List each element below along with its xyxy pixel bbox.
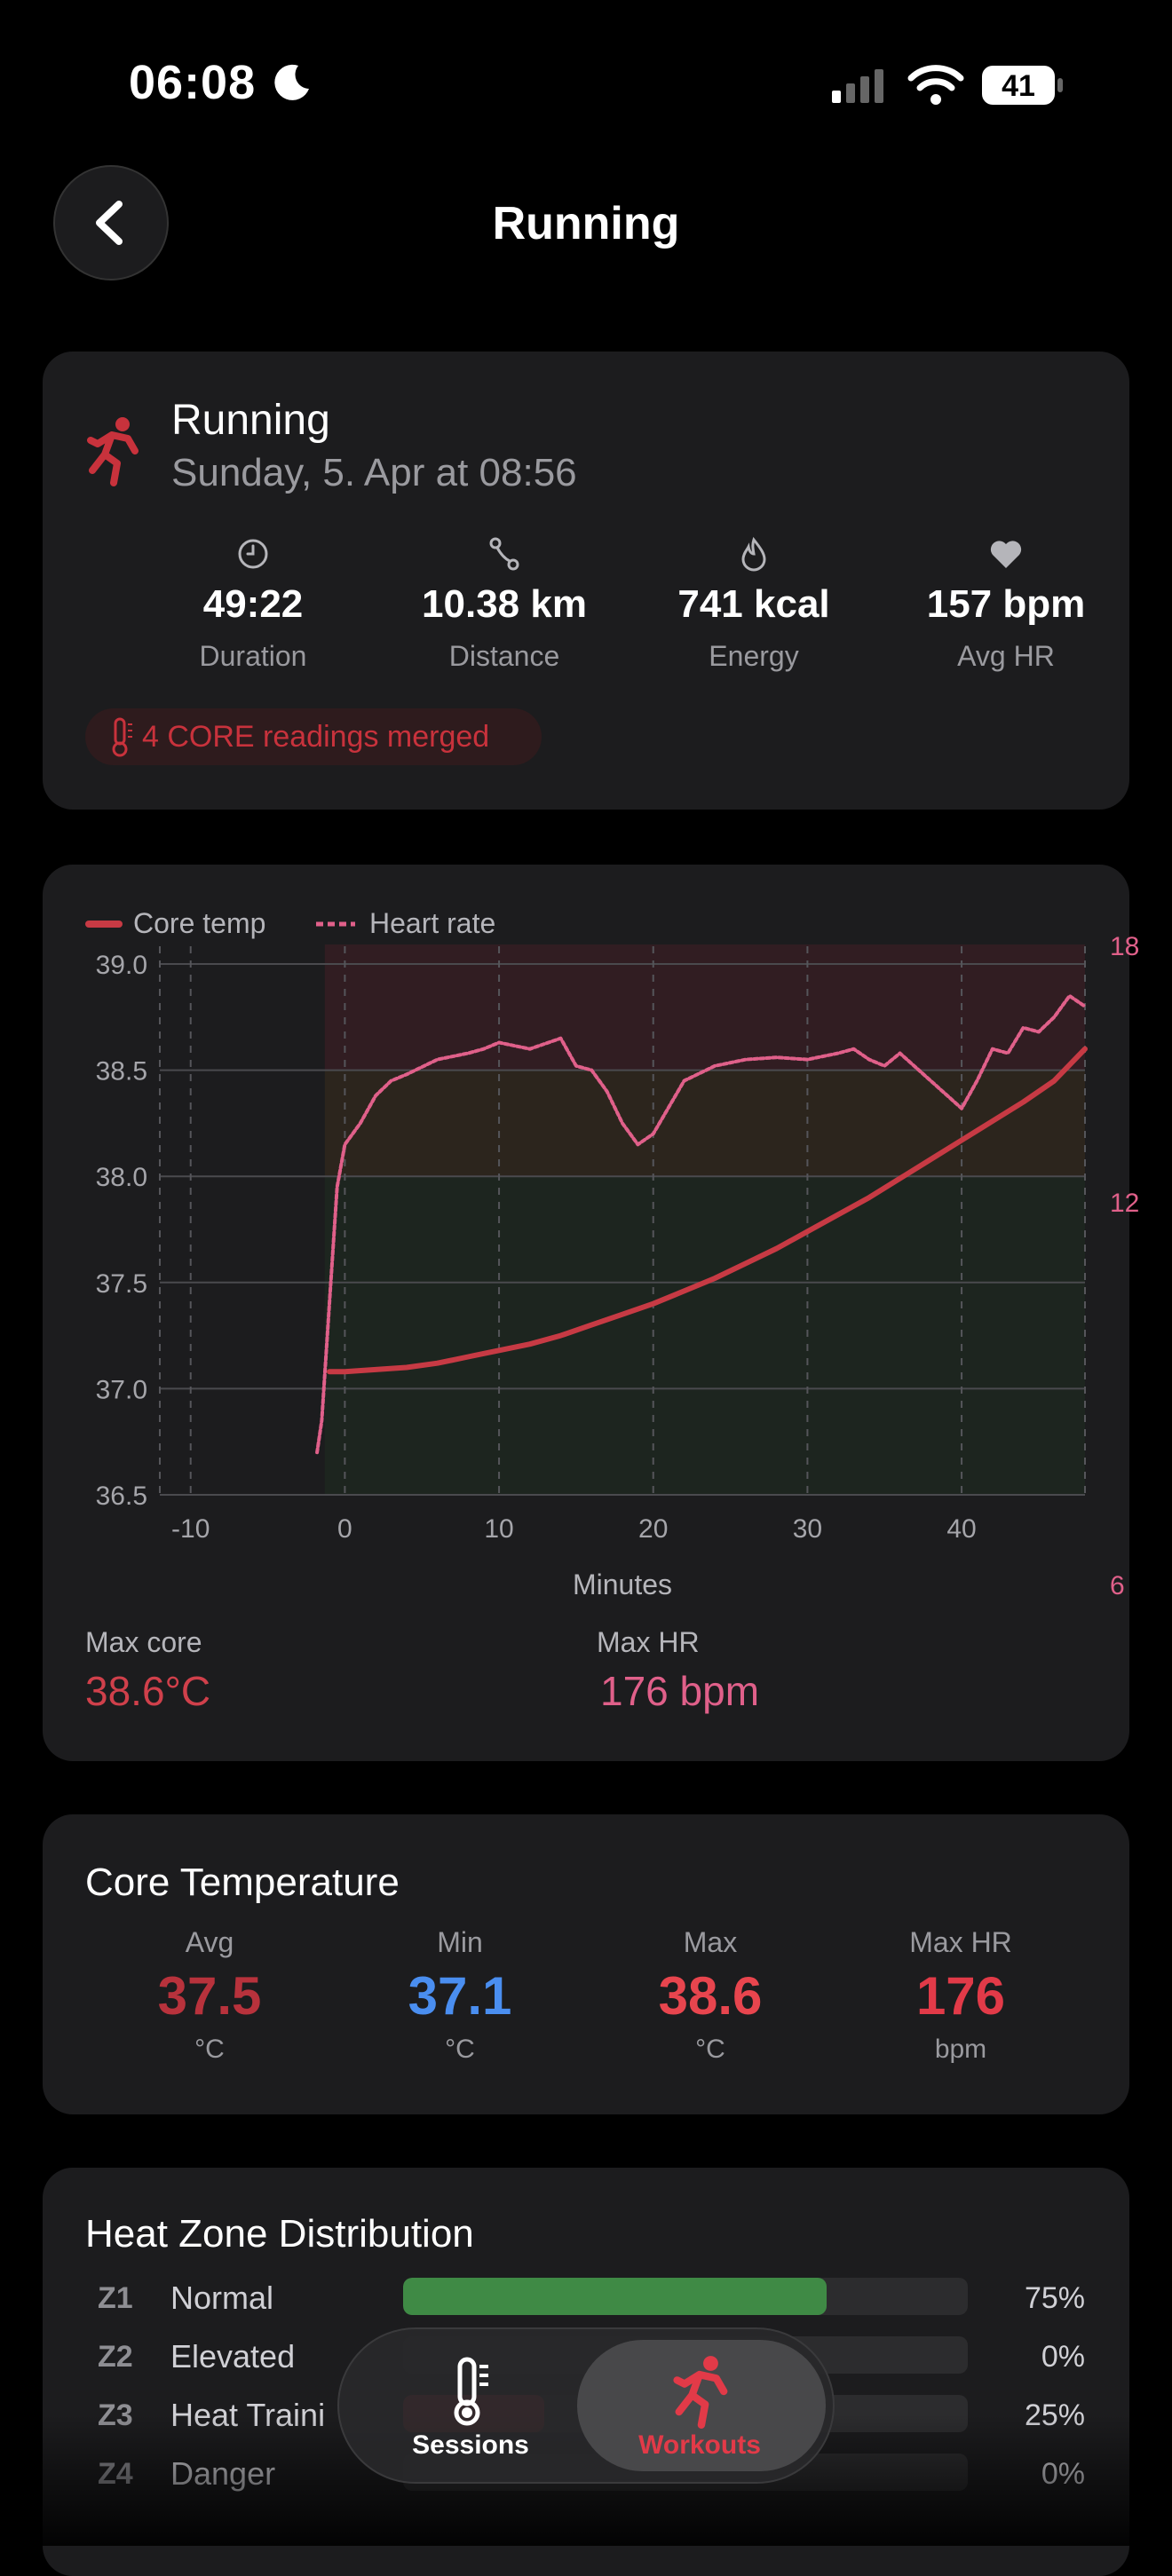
battery-icon [980,64,1065,107]
stat-value: 157 bpm [926,582,1086,626]
stat-distance [376,536,633,572]
signal-icon [830,66,892,105]
clock-icon [238,539,268,569]
zone-band-danger [324,944,1085,1071]
zone-percent: 75% [1024,2281,1085,2315]
core-temperature-card: Core Temperature [43,1814,1129,2114]
stat-duration [124,536,382,572]
stat-energy [625,536,883,572]
thermometer-icon [454,2357,488,2426]
core-stat-value: 37.1 [408,1966,512,2026]
stat-label: Avg HR [957,640,1055,672]
core-stat-unit: °C [194,2035,225,2064]
core-stat-value: 38.6 [658,1966,763,2026]
core-stat-label: Max [683,1926,738,1958]
core-stat-label: Avg [185,1926,234,1958]
workout-type: Running [171,397,330,444]
heart-rate-line [315,993,1087,1455]
zone-band-normal [324,1176,1085,1495]
stat-value: 741 kcal [677,582,830,626]
running-icon [673,2356,728,2429]
legend-core-swatch [85,921,123,928]
wifi-icon [907,64,964,107]
merged-readings-badge: 4 CORE readings merged [85,708,542,765]
tab-sessions[interactable]: Sessions [364,2338,577,2471]
tab-sessions-label: Sessions [412,2430,529,2460]
y-tick-label: 36.5 [96,1482,147,1511]
thermometer-icon [112,717,132,757]
zone-progress-fill [403,2278,827,2315]
workout-summary-card: Running Sunday, 5. Apr at 08:56 49:22 10… [43,352,1129,810]
y-tick-label: 39.0 [96,951,147,980]
tab-workouts-label: Workouts [638,2430,761,2460]
core-stat-unit: °C [445,2035,475,2064]
max-hr-value: 176 bpm [600,1668,760,1714]
zone-code: Z2 [98,2340,133,2374]
core-stat-value: 176 [915,1966,1006,2026]
heart-icon [990,541,1022,568]
status-time: 06:08 [129,56,257,109]
temperature-chart: 39.0 38.5 38.0 37.5 37.0 36.5 -10 0 10 20 30 40 Minu… [96,932,1140,1600]
x-tick-label: 10 [484,1514,513,1544]
x-tick-label: 30 [793,1514,822,1544]
y2-tick-label: 6 [1110,1571,1125,1600]
tab-workouts[interactable]: Workouts [593,2338,806,2471]
flame-icon [741,536,766,572]
battery-level: 41 [1002,69,1035,103]
y-tick-label: 38.5 [96,1057,147,1087]
max-hr-label: Max HR [597,1626,700,1658]
y-tick-label: 38.0 [96,1163,147,1192]
stat-label: Distance [448,640,560,672]
core-stat-unit: bpm [934,2035,987,2064]
zone-band-elevated [324,1070,1085,1177]
route-icon [489,537,519,571]
zone-progress-track [403,2278,968,2315]
legend-core-label: Core temp [133,907,266,939]
stat-label: Duration [199,640,307,672]
zone-name: Elevated [170,2338,296,2375]
heat-zone-title: Heat Zone Distribution [85,2212,474,2256]
core-stat-label: Max HR [909,1926,1012,1958]
badge-text: 4 CORE readings merged [142,720,490,754]
running-icon [85,415,144,486]
zone-code: Z1 [98,2281,133,2315]
x-axis-label: Minutes [573,1569,672,1600]
y2-tick-label: 12 [1110,1189,1139,1218]
workout-date: Sunday, 5. Apr at 08:56 [171,451,577,494]
core-stat-unit: °C [695,2035,725,2064]
y-tick-label: 37.0 [96,1375,147,1404]
stat-value: 49:22 [202,582,304,626]
y-tick-label: 37.5 [96,1269,147,1299]
legend-hr-swatch [316,921,355,927]
zone-percent: 0% [1041,2340,1085,2374]
core-temp-line [327,1046,1088,1375]
stat-value: 10.38 km [422,582,587,626]
x-tick-label: 20 [638,1514,668,1544]
chevron-left-icon [96,201,123,245]
legend-hr-label: Heart rate [369,907,496,939]
core-stat-value: 37.5 [157,1966,262,2026]
max-core-label: Max core [85,1626,202,1658]
back-button[interactable] [53,165,169,281]
max-core-value: 38.6°C [85,1668,211,1714]
page-title: Running [492,198,680,249]
stat-avg-hr [877,536,1135,572]
moon-icon [272,62,313,103]
zone-name: Normal [170,2280,274,2316]
core-temperature-title: Core Temperature [85,1861,400,1904]
stat-label: Energy [709,640,799,672]
core-stat-label: Min [437,1926,483,1958]
x-tick-label: -10 [171,1514,210,1544]
x-tick-label: 0 [337,1514,352,1544]
y2-tick-label: 18 [1110,932,1139,961]
x-tick-label: 40 [946,1514,976,1544]
